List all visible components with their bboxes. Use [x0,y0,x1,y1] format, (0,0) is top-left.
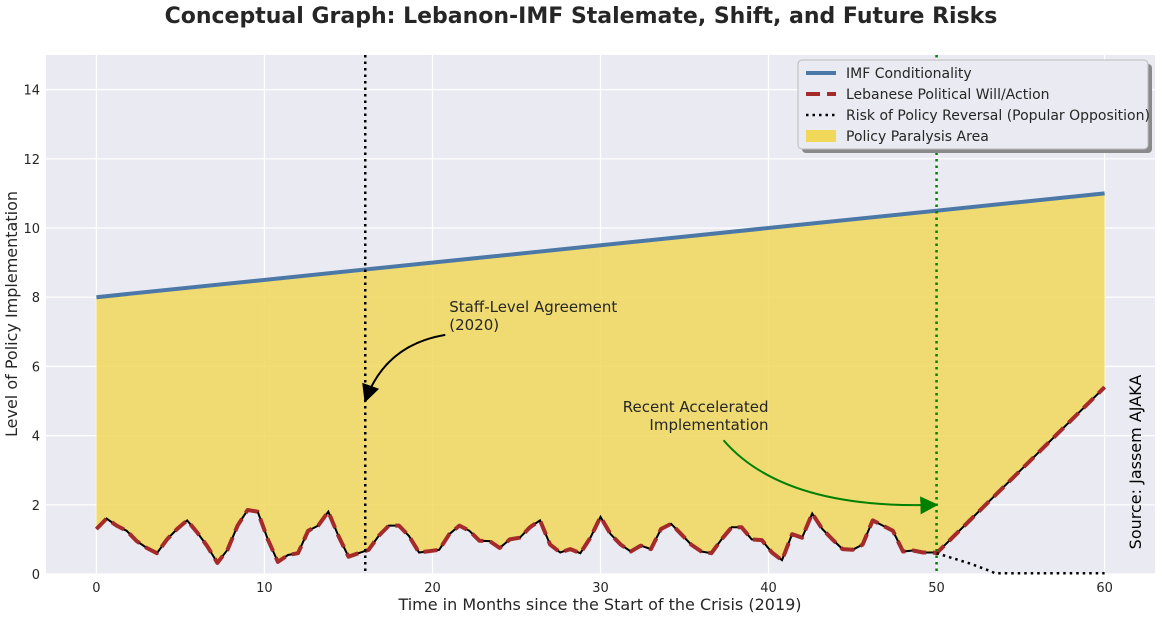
annotations: Staff-Level Agreement (2020) Recent Accele… [362,298,939,515]
y-tick-label: 8 [32,291,40,306]
legend-label-3: Policy Paralysis Area [846,129,989,145]
source-credit: Source: Jassem AJAKA [1126,375,1145,550]
y-tick-label: 6 [32,360,40,375]
y-tick-label: 4 [32,430,40,445]
legend-box [797,59,1149,150]
annotation-text-1: Recent Accelerated Implementation [623,398,769,434]
y-tick-label: 0 [32,568,40,583]
chart-title: Conceptual Graph: Lebanon-IMF Stalemate,… [164,4,998,29]
x-axis-label: Time in Months since the Start of the Cr… [397,595,801,614]
y-axis-label: Level of Policy Implementation [2,191,21,437]
annotation-arrow-0 [362,333,446,403]
y-tick-label: 14 [23,84,40,99]
policy-paralysis-area [96,193,1105,563]
tick-labels: 0 10 20 30 40 50 60 0 2 4 6 8 10 12 14 [23,84,1112,596]
y-tick-label: 12 [23,153,40,168]
series-line-2 [936,552,1105,575]
legend-label-0: IMF Conditionality [846,66,972,82]
legend-label-1: Lebanese Political Will/Action [846,87,1050,103]
series-layer [94,191,1107,575]
x-tick-label: 20 [424,581,441,596]
x-tick-label: 40 [760,581,777,596]
fill-area-layer [96,193,1105,563]
x-tick-label: 60 [1096,581,1113,596]
series-line-1 [94,385,1107,565]
legend: IMF Conditionality Lebanese Political Wil… [797,59,1152,153]
series-line-0 [96,191,1105,300]
legend-swatch-3 [806,130,836,142]
x-tick-label: 10 [256,581,273,596]
y-tick-label: 10 [23,222,40,237]
legend-label-2: Risk of Policy Reversal (Popular Opposit… [846,108,1150,124]
x-tick-label: 0 [92,581,100,596]
annotation-arrow-1 [722,439,939,515]
x-tick-label: 30 [592,581,609,596]
x-tick-label: 50 [928,581,945,596]
y-tick-label: 2 [32,499,40,514]
annotation-text-0: Staff-Level Agreement (2020) [449,298,617,334]
